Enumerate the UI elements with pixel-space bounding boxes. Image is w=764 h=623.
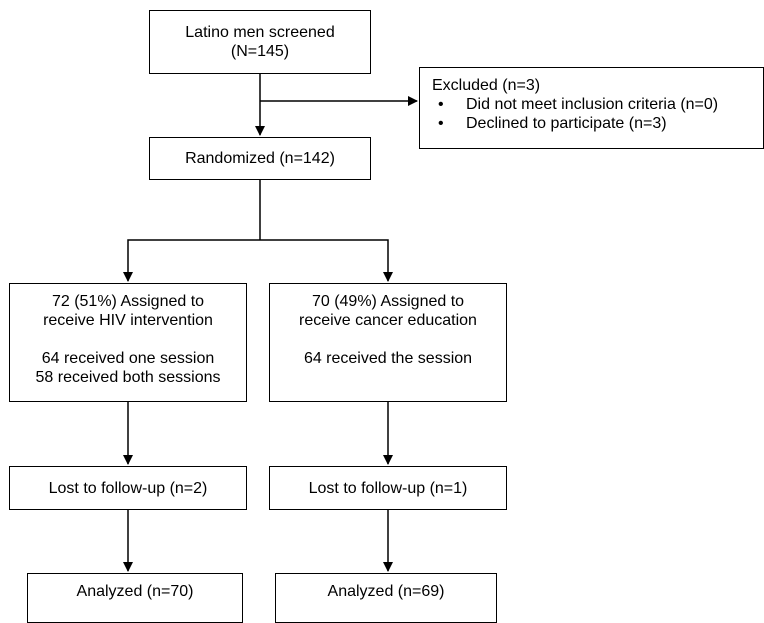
cancer-arm-box: 70 (49%) Assigned to receive cancer educ… — [269, 283, 507, 402]
bullet-icon: • — [438, 96, 444, 113]
bullet-icon: • — [438, 115, 444, 132]
screened-box: Latino men screened (N=145) — [149, 10, 371, 74]
cancer-analyzed-label: Analyzed (n=69) — [327, 583, 445, 600]
randomized-label: Randomized (n=142) — [185, 150, 335, 167]
cancer-assigned-line2: receive cancer education — [299, 312, 477, 329]
hiv-received-line1: 64 received one session — [41, 350, 215, 367]
cancer-assigned-line1: 70 (49%) Assigned to — [311, 293, 465, 310]
hiv-analyzed-box: Analyzed (n=70) — [27, 573, 243, 623]
excluded-item: • Did not meet inclusion criteria (n=0) — [432, 95, 763, 114]
excluded-list: • Did not meet inclusion criteria (n=0) … — [432, 95, 763, 133]
cancer-lost-box: Lost to follow-up (n=1) — [269, 466, 507, 510]
screened-count: (N=145) — [230, 43, 290, 60]
connector-layer — [123, 74, 418, 572]
arrow-split-to-hiv-arm — [123, 239, 260, 282]
arrow-split-to-cancer-arm — [260, 239, 393, 282]
hiv-received-line2: 58 received both sessions — [35, 369, 221, 386]
excluded-title: Excluded (n=3) — [432, 77, 541, 94]
hiv-lost-label: Lost to follow-up (n=2) — [48, 480, 208, 497]
screened-label: Latino men screened — [185, 24, 335, 41]
excluded-box: Excluded (n=3) • Did not meet inclusion … — [419, 67, 764, 149]
cancer-lost-label: Lost to follow-up (n=1) — [308, 480, 468, 497]
excluded-item-text: Did not meet inclusion criteria (n=0) — [466, 96, 719, 113]
excluded-item-text: Declined to participate (n=3) — [466, 115, 667, 132]
hiv-analyzed-label: Analyzed (n=70) — [76, 583, 194, 600]
hiv-lost-box: Lost to follow-up (n=2) — [9, 466, 247, 510]
cancer-received-line1: 64 received the session — [303, 350, 473, 367]
excluded-item: • Declined to participate (n=3) — [432, 114, 763, 133]
cancer-analyzed-box: Analyzed (n=69) — [275, 573, 497, 623]
hiv-arm-box: 72 (51%) Assigned to receive HIV interve… — [9, 283, 247, 402]
randomized-box: Randomized (n=142) — [149, 137, 371, 180]
hiv-assigned-line1: 72 (51%) Assigned to — [51, 293, 205, 310]
hiv-assigned-line2: receive HIV intervention — [43, 312, 213, 329]
